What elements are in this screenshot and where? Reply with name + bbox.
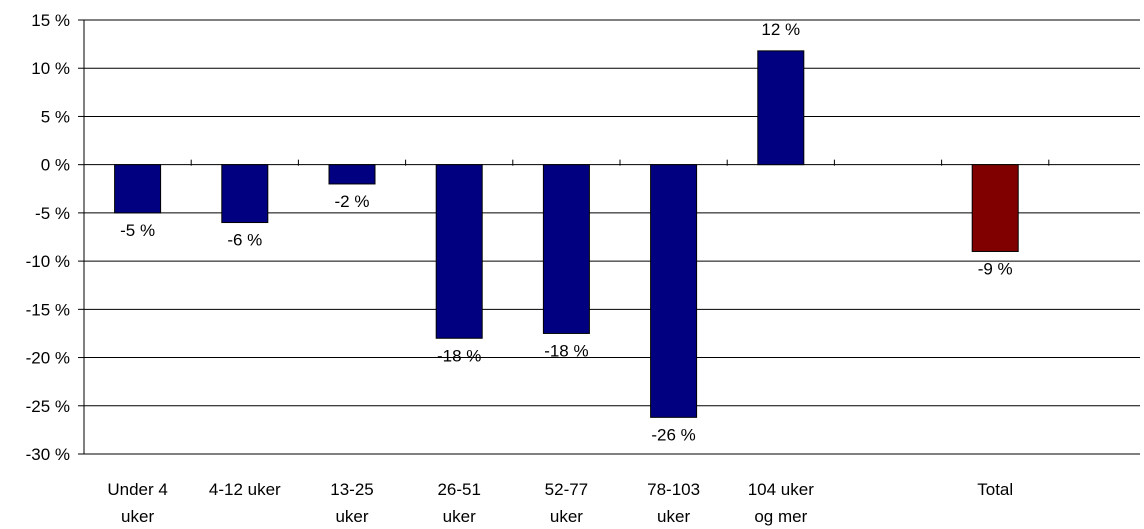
category-label: Under 4 — [107, 480, 167, 499]
category-label: og mer — [754, 507, 807, 526]
data-label: -5 % — [120, 221, 155, 240]
data-label: -6 % — [227, 231, 262, 250]
category-label: 13-25 — [330, 480, 373, 499]
y-axis: 15 % 10 % 5 % 0 % -5 % -10 % -15 % -20 % -25 % -3… — [26, 11, 85, 464]
category-labels: Under 4 uker 4-12 uker 13-25 uker 26-51 uker 52… — [107, 480, 1013, 526]
bars — [114, 50, 1019, 418]
data-labels: -5 % -6 % -2 % -18 % -18 % -26 % 12 % -9 % — [120, 20, 1013, 444]
y-tick-label: 5 % — [41, 107, 70, 126]
category-label: uker — [657, 507, 690, 526]
data-label: -18 % — [437, 346, 481, 365]
y-tick-label: 15 % — [31, 11, 70, 30]
bar — [757, 50, 805, 166]
y-tick-label: -20 % — [26, 349, 70, 368]
bar — [221, 164, 269, 224]
bar — [542, 164, 590, 334]
y-tick-label: -15 % — [26, 300, 70, 319]
category-label: uker — [121, 507, 154, 526]
data-label: 12 % — [761, 20, 800, 39]
y-tick-label: 0 % — [41, 156, 70, 175]
y-tick-label: -30 % — [26, 445, 70, 464]
category-label: uker — [550, 507, 583, 526]
category-label: uker — [443, 507, 476, 526]
category-label: 78-103 — [647, 480, 700, 499]
y-tick-label: -25 % — [26, 397, 70, 416]
category-label: 52-77 — [545, 480, 588, 499]
y-tick-label: 10 % — [31, 59, 70, 78]
data-label: -18 % — [544, 341, 588, 360]
bar — [435, 164, 483, 339]
data-label: -26 % — [651, 425, 695, 444]
category-label: uker — [335, 507, 368, 526]
x-axis — [83, 159, 1050, 166]
y-tick-label: -10 % — [26, 252, 70, 271]
category-label: 104 uker — [748, 480, 814, 499]
bar — [114, 164, 162, 214]
bar — [650, 164, 698, 418]
category-label: 4-12 uker — [209, 480, 281, 499]
bar — [328, 164, 376, 185]
data-label: -2 % — [335, 192, 370, 211]
data-label: -9 % — [978, 259, 1013, 278]
bar — [971, 164, 1019, 252]
y-tick-label: -5 % — [35, 204, 70, 223]
category-label: Total — [977, 480, 1013, 499]
category-label: 26-51 — [437, 480, 480, 499]
